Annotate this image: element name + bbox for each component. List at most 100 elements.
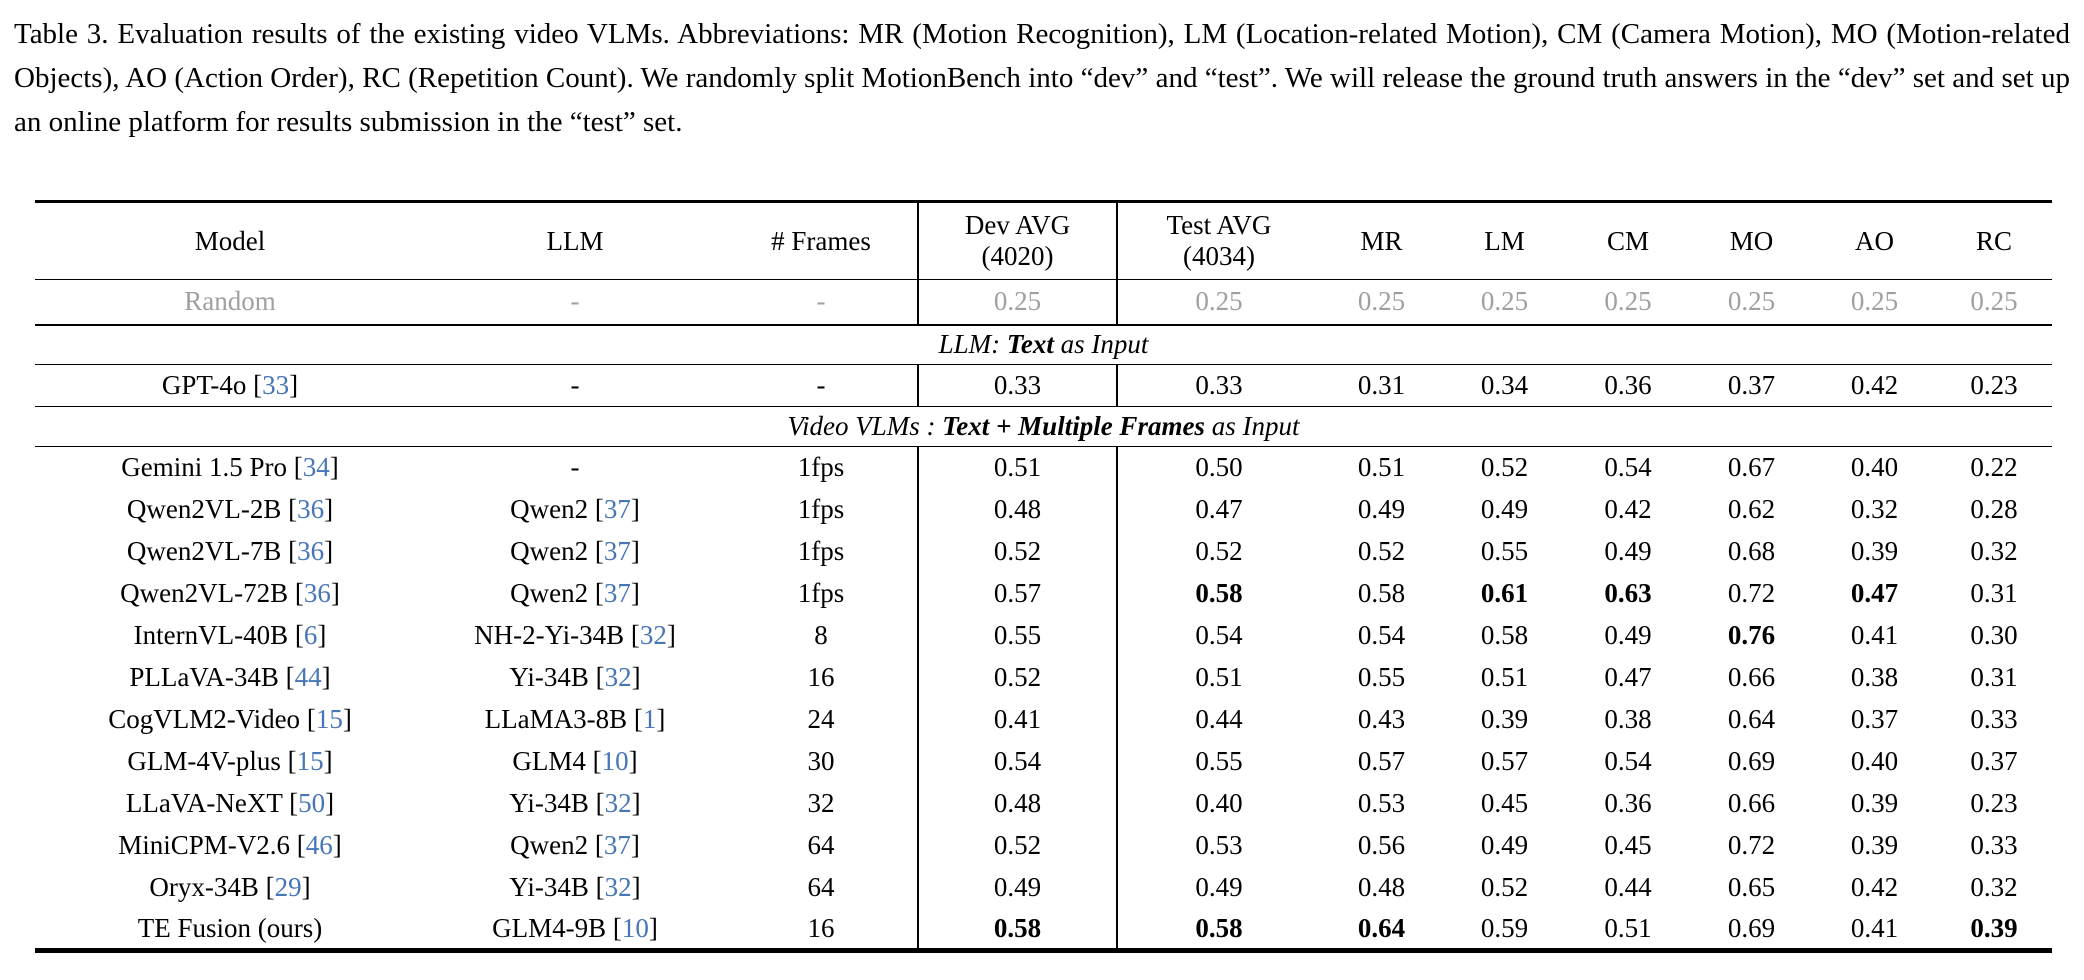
cell-ao: 0.41 — [1850, 620, 1899, 650]
citation-link[interactable]: 10 — [621, 912, 649, 943]
citation-link[interactable]: 36 — [303, 578, 331, 608]
cell-mo: 0.67 — [1727, 452, 1776, 483]
cell-dev-avg: 0.57 — [917, 572, 1117, 615]
cell-dev-avg: 0.58 — [917, 908, 1117, 951]
cell-ao: 0.47 — [1850, 578, 1899, 608]
cell-model: PLLaVA-34B [44] — [129, 662, 331, 692]
cell-cm: 0.49 — [1604, 536, 1652, 566]
cell-cm: 0.54 — [1604, 452, 1652, 483]
cell-frames: 64 — [807, 872, 835, 902]
cell-cm: 0.42 — [1604, 494, 1652, 524]
cell-cm: 0.44 — [1604, 872, 1652, 902]
cell-llm: Qwen2 [37] — [510, 494, 640, 524]
cell-mo: 0.65 — [1727, 872, 1776, 902]
citation-link[interactable]: 37 — [603, 494, 631, 524]
cell-dev-avg: 0.33 — [917, 364, 1117, 407]
section-header-text: Video VLMs : — [787, 411, 943, 441]
table-body: Random - -0.25 0.25 0.25 0.25 0.25 0.25 0.25 0.25… — [35, 279, 2052, 951]
cell-dev-avg: 0.41 — [917, 698, 1117, 741]
column-header-dev-avg: Dev AVG (4020) — [917, 201, 1117, 280]
cell-rc: 0.22 — [1970, 452, 2018, 483]
cell-rc: 0.39 — [1970, 912, 2018, 943]
column-header-ao: AO — [1855, 225, 1894, 256]
column-header-frames: # Frames — [771, 225, 871, 256]
cell-mo: 0.69 — [1727, 912, 1776, 943]
cell-llm: - — [570, 452, 580, 483]
results-table: Model LLM # Frames Dev AVG (4020) Test AVG (40… — [35, 200, 2052, 953]
cell-lm: 0.59 — [1480, 912, 1529, 943]
table-row-qwen2vl-7b: Qwen2VL-7B [36] Qwen2 [37] 1fps 0.52 0.52 0.5… — [35, 530, 2052, 573]
cell-test-avg: 0.40 — [1116, 782, 1320, 825]
cell-ao: 0.42 — [1850, 370, 1899, 400]
citation-link[interactable]: 36 — [297, 494, 325, 524]
cell-test-avg: 0.25 — [1116, 279, 1320, 325]
cell-lm: 0.25 — [1480, 286, 1529, 317]
table-row-glm-4v-plus: GLM-4V-plus [15] GLM4 [10] 30 0.54 0.55 0.57 0… — [35, 740, 2052, 783]
cell-llm: Yi-34B [32] — [509, 872, 641, 902]
cell-rc: 0.32 — [1970, 872, 2018, 902]
citation-link[interactable]: 32 — [639, 620, 667, 650]
cell-test-avg: 0.55 — [1116, 740, 1320, 783]
citation-link[interactable]: 33 — [262, 370, 290, 400]
cell-llm: NH-2-Yi-34B [32] — [474, 620, 676, 650]
section-header-row: Video VLMs : Text + Multiple Frames as I… — [35, 407, 2052, 447]
citation-link[interactable]: 1 — [642, 704, 657, 734]
citation-link[interactable]: 10 — [601, 746, 629, 776]
results-table-container: Model LLM # Frames Dev AVG (4020) Test AVG (40… — [35, 200, 2052, 953]
cell-lm: 0.52 — [1480, 872, 1529, 902]
citation-link[interactable]: 32 — [604, 872, 632, 902]
cell-rc: 0.23 — [1970, 788, 2018, 818]
citation-link[interactable]: 36 — [297, 536, 325, 566]
cell-model: InternVL-40B [6] — [133, 620, 327, 650]
cell-frames: 1fps — [797, 452, 845, 483]
cell-llm: GLM4-9B [10] — [492, 912, 658, 943]
citation-link[interactable]: 46 — [305, 830, 333, 860]
citation-link[interactable]: 34 — [302, 452, 330, 483]
cell-rc: 0.37 — [1970, 746, 2018, 776]
citation-link[interactable]: 32 — [604, 662, 632, 692]
cell-ao: 0.38 — [1850, 662, 1899, 692]
cell-mo: 0.76 — [1727, 620, 1776, 650]
citation-link[interactable]: 32 — [604, 788, 632, 818]
cell-rc: 0.25 — [1970, 286, 2018, 317]
cell-frames: - — [816, 286, 826, 317]
cell-ao: 0.37 — [1850, 704, 1899, 734]
cell-llm: Yi-34B [32] — [509, 788, 641, 818]
citation-link[interactable]: 37 — [603, 578, 631, 608]
cell-model: Random — [184, 286, 276, 317]
cell-lm: 0.52 — [1480, 452, 1529, 483]
cell-cm: 0.36 — [1604, 370, 1652, 400]
cell-rc: 0.31 — [1970, 578, 2018, 608]
column-header-model: Model — [194, 225, 266, 256]
cell-mr: 0.56 — [1357, 830, 1406, 860]
cell-model: Qwen2VL-2B [36] — [126, 494, 334, 524]
section-header-row: LLM: Text as Input — [35, 325, 2052, 365]
cell-frames: 32 — [807, 788, 835, 818]
cell-mr: 0.52 — [1357, 536, 1406, 566]
table-header: Model LLM # Frames Dev AVG (4020) Test AVG (40… — [35, 201, 2052, 280]
column-header-lm: LM — [1484, 225, 1525, 256]
cell-model: GLM-4V-plus [15] — [127, 746, 333, 776]
citation-link[interactable]: 15 — [296, 746, 324, 776]
cell-cm: 0.51 — [1604, 912, 1652, 943]
table-row-pllava-34b: PLLaVA-34B [44] Yi-34B [32] 16 0.52 0.51 0.55… — [35, 656, 2052, 699]
cell-test-avg: 0.52 — [1116, 530, 1320, 573]
cell-mo: 0.66 — [1727, 788, 1776, 818]
cell-cm: 0.54 — [1604, 746, 1652, 776]
citation-link[interactable]: 15 — [315, 704, 343, 734]
cell-rc: 0.33 — [1970, 704, 2018, 734]
cell-lm: 0.51 — [1480, 662, 1529, 692]
citation-link[interactable]: 37 — [603, 830, 631, 860]
cell-mr: 0.54 — [1357, 620, 1406, 650]
citation-link[interactable]: 50 — [298, 788, 326, 818]
cell-model: GPT-4o [33] — [161, 370, 299, 400]
cell-llm: LLaMA3-8B [1] — [484, 704, 666, 734]
cell-dev-avg: 0.55 — [917, 614, 1117, 657]
cell-frames: 8 — [814, 620, 828, 650]
table-row-gpt-4o: GPT-4o [33] - - 0.33 0.33 0.31 0.34 0.36 0.37 0.4… — [35, 364, 2052, 407]
citation-link[interactable]: 44 — [294, 662, 322, 692]
citation-link[interactable]: 29 — [274, 872, 302, 902]
cell-rc: 0.23 — [1970, 370, 2018, 400]
citation-link[interactable]: 6 — [303, 620, 318, 650]
citation-link[interactable]: 37 — [603, 536, 631, 566]
